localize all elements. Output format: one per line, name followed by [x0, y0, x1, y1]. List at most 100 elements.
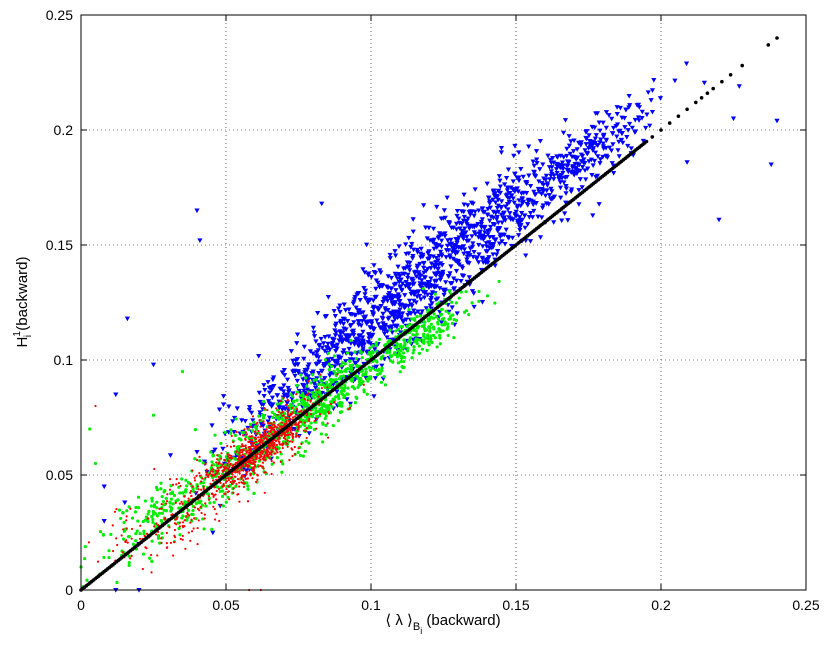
data-point: [404, 260, 411, 265]
data-point: [241, 443, 244, 446]
data-point: [236, 478, 240, 481]
data-point: [218, 519, 221, 522]
data-point: [230, 419, 236, 424]
data-point: [360, 355, 364, 360]
data-point: [347, 311, 353, 317]
data-point: [500, 211, 507, 216]
data-point: [255, 480, 258, 483]
data-point: [320, 386, 324, 390]
data-point: [260, 438, 263, 441]
data-point: [214, 493, 217, 496]
data-point: [442, 316, 446, 320]
data-point: [625, 143, 631, 149]
data-point: [244, 433, 247, 436]
data-point: [623, 107, 629, 113]
data-point: [356, 376, 360, 380]
data-point: [130, 554, 133, 557]
data-point: [405, 272, 411, 278]
data-point: [393, 253, 399, 259]
data-point: [164, 508, 168, 513]
data-point: [232, 491, 235, 494]
data-point: [418, 273, 424, 279]
data-point: [127, 561, 131, 565]
data-point: [327, 406, 331, 411]
data-point: [352, 360, 358, 366]
data-point: [626, 93, 632, 99]
data-point: [318, 374, 322, 379]
data-point: [503, 175, 510, 181]
data-point: [361, 373, 365, 377]
data-point: [324, 380, 329, 384]
data-point: [293, 423, 297, 426]
data-point: [288, 433, 292, 436]
data-point: [270, 422, 273, 425]
data-point: [443, 248, 450, 253]
data-point: [289, 392, 293, 396]
data-point: [409, 241, 415, 247]
data-point: [143, 518, 147, 522]
data-point: [359, 350, 363, 355]
data-point: [387, 256, 393, 261]
data-point: [363, 320, 369, 325]
data-point: [438, 320, 445, 325]
data-point: [774, 118, 780, 124]
data-point: [181, 514, 185, 518]
data-point: [380, 311, 386, 317]
data-point: [418, 246, 424, 252]
data-point: [586, 146, 592, 151]
data-point: [315, 348, 321, 353]
data-point: [151, 520, 155, 524]
data-point: [321, 422, 325, 426]
data-point: [270, 410, 274, 414]
data-point: [491, 188, 497, 194]
data-point: [496, 174, 503, 179]
data-point: [211, 468, 214, 471]
data-point: [150, 496, 154, 500]
data-point: [247, 460, 250, 463]
data-point: [683, 61, 690, 67]
data-point: [421, 260, 427, 266]
data-point: [578, 140, 584, 145]
data-point: [332, 364, 338, 370]
data-point: [295, 423, 298, 426]
data-point: [219, 474, 222, 478]
data-point: [266, 454, 269, 458]
data-point: [596, 120, 602, 126]
data-point: [349, 366, 354, 370]
data-point: [266, 453, 269, 456]
data-point: [430, 254, 436, 260]
data-point: [280, 470, 284, 474]
data-point: [250, 435, 254, 438]
data-point: [391, 360, 395, 364]
data-point: [299, 398, 304, 402]
data-point: [234, 406, 240, 411]
data-point: [288, 458, 291, 462]
data-point: [237, 437, 241, 441]
data-point: [502, 241, 508, 247]
data-point: [257, 399, 263, 405]
data-point: [419, 281, 426, 287]
data-point: [478, 234, 484, 239]
data-point: [408, 302, 414, 307]
data-point: [420, 254, 426, 260]
data-point: [133, 510, 138, 514]
data-point: [243, 482, 246, 485]
data-point: [464, 222, 470, 227]
data-point: [146, 519, 150, 524]
data-point: [559, 176, 565, 181]
data-point: [339, 364, 343, 368]
data-point: [201, 477, 204, 480]
data-point: [186, 511, 189, 515]
data-point: [134, 532, 138, 536]
data-point: [241, 474, 244, 477]
data-point: [394, 276, 401, 282]
data-point: [429, 322, 433, 326]
data-point: [309, 425, 313, 430]
data-point: [265, 380, 271, 385]
data-point: [379, 380, 384, 384]
data-point: [609, 116, 615, 122]
data-point: [216, 466, 219, 470]
data-point: [289, 402, 293, 406]
data-point: [362, 316, 368, 322]
data-point: [535, 214, 541, 220]
